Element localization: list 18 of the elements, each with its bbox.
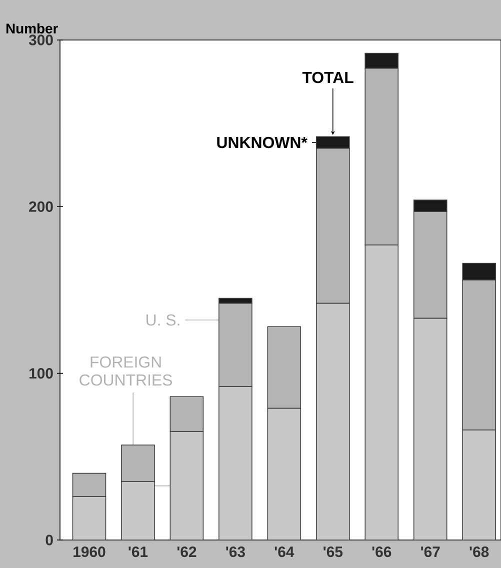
x-tick-label: '66 <box>372 546 391 558</box>
y-tick-label: 200 <box>28 201 53 212</box>
y-tick-label: 300 <box>28 34 53 46</box>
y-tick-label: 0 <box>46 534 53 546</box>
legend-label: U. S. <box>146 314 180 326</box>
x-tick-label: '62 <box>177 546 196 558</box>
text: FOREIGN COUNTRIES <box>79 356 172 386</box>
y-axis-title: Number <box>6 23 58 34</box>
x-tick-label: '63 <box>226 546 245 558</box>
annotation: TOTAL <box>302 72 354 84</box>
y-tick-label: 100 <box>29 368 53 379</box>
x-tick-label: '65 <box>323 546 342 558</box>
x-tick-label: '68 <box>470 546 488 558</box>
x-tick-label: '64 <box>274 546 294 558</box>
series-label: UNKNOWN* <box>216 136 308 148</box>
x-tick-label: 1960 <box>73 546 106 558</box>
x-tick-label: '67 <box>420 546 440 558</box>
x-tick-label: '61 <box>128 546 148 558</box>
